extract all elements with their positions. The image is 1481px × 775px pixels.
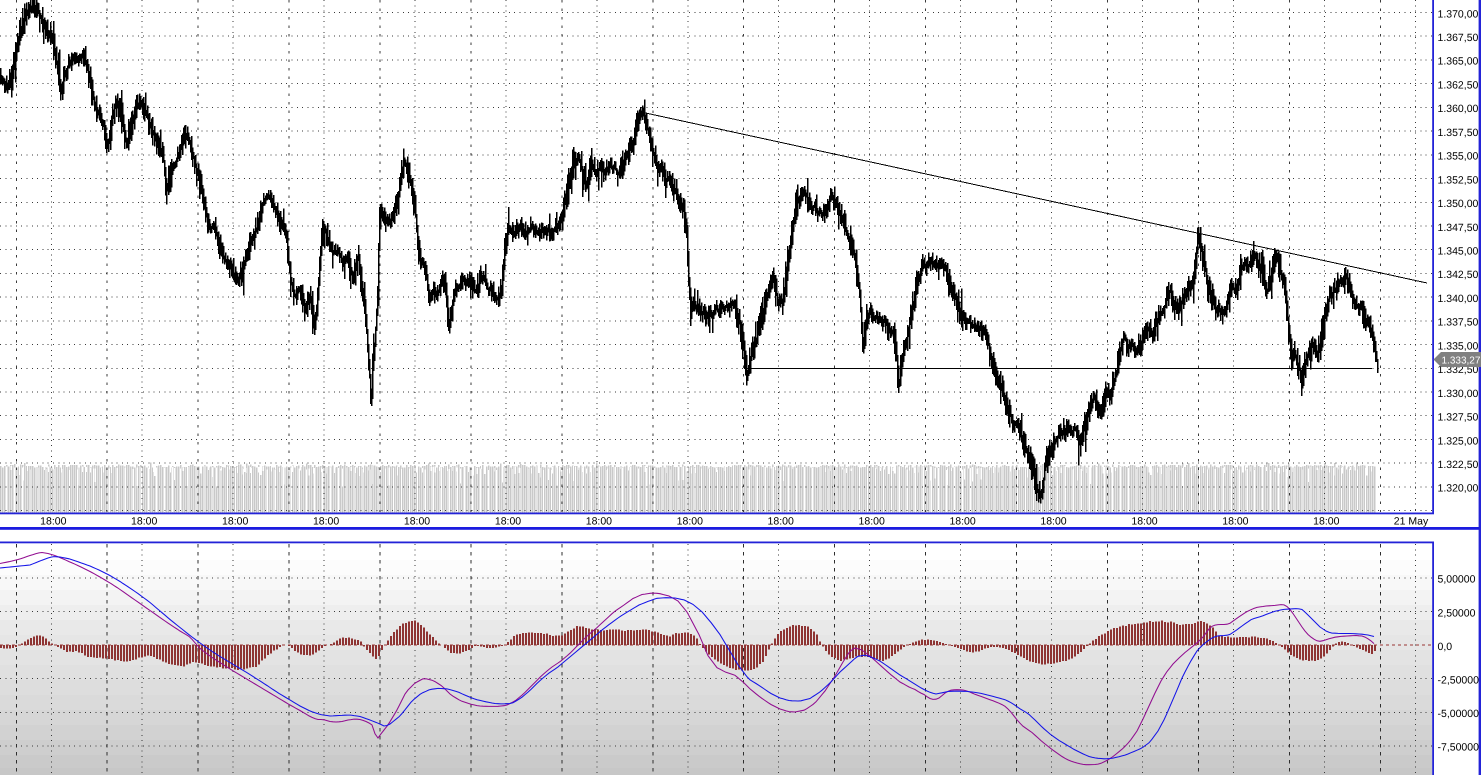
svg-text:1.350,00: 1.350,00 bbox=[1438, 198, 1479, 210]
svg-text:1.370,00: 1.370,00 bbox=[1438, 8, 1479, 20]
svg-text:1.333,27: 1.333,27 bbox=[1442, 356, 1481, 367]
svg-text:1.352,50: 1.352,50 bbox=[1438, 174, 1479, 186]
svg-text:-7,50000: -7,50000 bbox=[1438, 742, 1480, 754]
svg-text:0,0: 0,0 bbox=[1438, 641, 1453, 653]
svg-text:18:00: 18:00 bbox=[222, 516, 248, 528]
svg-text:-5,00000: -5,00000 bbox=[1438, 708, 1480, 720]
svg-text:1.327,50: 1.327,50 bbox=[1438, 412, 1479, 424]
svg-text:18:00: 18:00 bbox=[40, 516, 66, 528]
svg-text:-2,50000: -2,50000 bbox=[1438, 675, 1480, 687]
svg-text:18:00: 18:00 bbox=[768, 516, 794, 528]
svg-text:18:00: 18:00 bbox=[404, 516, 430, 528]
svg-text:18:00: 18:00 bbox=[1040, 516, 1066, 528]
svg-text:1.342,50: 1.342,50 bbox=[1438, 269, 1479, 281]
svg-text:1.347,50: 1.347,50 bbox=[1438, 222, 1479, 234]
svg-text:1.325,00: 1.325,00 bbox=[1438, 435, 1479, 447]
svg-text:18:00: 18:00 bbox=[1313, 516, 1339, 528]
svg-text:1.357,50: 1.357,50 bbox=[1438, 127, 1479, 139]
svg-text:18:00: 18:00 bbox=[313, 516, 339, 528]
svg-text:18:00: 18:00 bbox=[949, 516, 975, 528]
svg-text:2,50000: 2,50000 bbox=[1438, 607, 1476, 619]
svg-text:1.335,00: 1.335,00 bbox=[1438, 340, 1479, 352]
svg-text:1.362,50: 1.362,50 bbox=[1438, 80, 1479, 92]
svg-text:1.355,00: 1.355,00 bbox=[1438, 151, 1479, 163]
svg-text:1.365,00: 1.365,00 bbox=[1438, 56, 1479, 68]
svg-text:1.367,50: 1.367,50 bbox=[1438, 32, 1479, 44]
svg-text:18:00: 18:00 bbox=[859, 516, 885, 528]
svg-text:1.360,00: 1.360,00 bbox=[1438, 103, 1479, 115]
svg-text:21 May: 21 May bbox=[1394, 516, 1429, 528]
svg-text:1.332,50: 1.332,50 bbox=[1438, 364, 1479, 376]
svg-text:1.340,00: 1.340,00 bbox=[1438, 293, 1479, 305]
svg-text:1.345,00: 1.345,00 bbox=[1438, 246, 1479, 258]
svg-text:18:00: 18:00 bbox=[495, 516, 521, 528]
svg-text:18:00: 18:00 bbox=[131, 516, 157, 528]
svg-text:18:00: 18:00 bbox=[677, 516, 703, 528]
svg-text:1.320,00: 1.320,00 bbox=[1438, 483, 1479, 495]
svg-text:18:00: 18:00 bbox=[586, 516, 612, 528]
svg-text:18:00: 18:00 bbox=[1222, 516, 1248, 528]
svg-text:1.337,50: 1.337,50 bbox=[1438, 317, 1479, 329]
svg-text:18:00: 18:00 bbox=[1131, 516, 1157, 528]
svg-text:1.330,00: 1.330,00 bbox=[1438, 388, 1479, 400]
svg-text:5,00000: 5,00000 bbox=[1438, 574, 1476, 586]
svg-text:1.322,50: 1.322,50 bbox=[1438, 459, 1479, 471]
